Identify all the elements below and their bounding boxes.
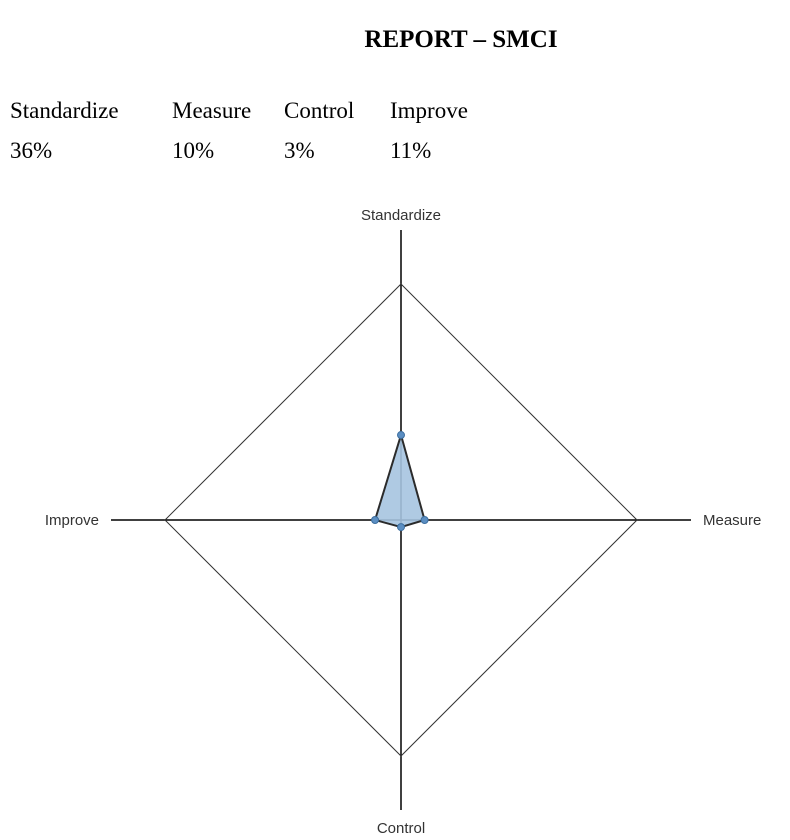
summary-control: Control 3% xyxy=(284,96,354,166)
summary-value: 3% xyxy=(284,138,315,163)
data-point-standardize xyxy=(397,431,405,440)
summary-label: Control xyxy=(284,98,355,123)
summary-label: Standardize xyxy=(10,98,119,123)
data-point-improve xyxy=(371,516,380,524)
summary-standardize: Standardize 36% xyxy=(10,96,119,166)
radar-chart: Standardize Measure Control Improve xyxy=(45,207,762,837)
axis-label-control: Control xyxy=(377,820,425,837)
data-point-measure xyxy=(420,516,429,524)
summary-measure: Measure 10% xyxy=(172,96,251,166)
summary-label: Improve xyxy=(390,98,468,123)
data-point-control xyxy=(397,523,405,532)
summary-value: 10% xyxy=(172,138,215,163)
axis-label-improve: Improve xyxy=(45,512,99,529)
axis-label-standardize: Standardize xyxy=(361,207,441,224)
summary-value: 11% xyxy=(390,138,432,163)
grid-outline xyxy=(164,283,638,757)
report-title: REPORT – SMCI xyxy=(364,26,558,53)
axis-label-measure: Measure xyxy=(703,512,761,529)
summary-label: Measure xyxy=(172,98,252,123)
summary-value: 36% xyxy=(10,138,53,163)
data-area xyxy=(374,434,426,529)
summary-improve: Improve 11% xyxy=(390,96,468,166)
